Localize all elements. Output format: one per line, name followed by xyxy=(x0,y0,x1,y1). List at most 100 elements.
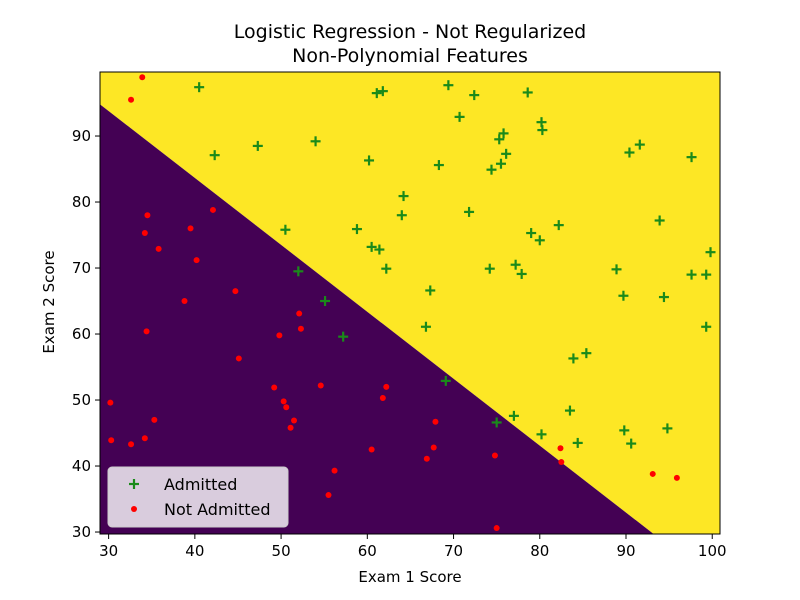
admitted-point xyxy=(366,241,377,252)
plot-area xyxy=(99,71,721,535)
admitted-point xyxy=(495,158,506,169)
not-admitted-point xyxy=(151,416,158,423)
admitted-point xyxy=(686,152,697,163)
admitted-point xyxy=(568,353,579,364)
x-tick-label: 100 xyxy=(698,542,727,560)
not-admitted-point xyxy=(283,404,290,411)
admitted-point xyxy=(252,140,263,151)
not-admitted-point xyxy=(491,452,498,459)
not-admitted-point xyxy=(141,435,148,442)
admitted-point xyxy=(654,215,665,226)
admitted-point xyxy=(440,375,451,386)
y-tick-label: 40 xyxy=(72,457,91,475)
not-admitted-region xyxy=(100,104,654,534)
admitted-point xyxy=(371,88,382,99)
x-axis-label: Exam 1 Score xyxy=(358,568,461,586)
not-admitted-point xyxy=(649,470,656,477)
x-tick-label: 40 xyxy=(185,542,204,560)
admitted-point xyxy=(686,269,697,280)
y-tick-label: 30 xyxy=(72,523,91,541)
not-admitted-point xyxy=(383,383,390,390)
legend-admitted-label: Admitted xyxy=(164,475,237,494)
admitted-point xyxy=(624,147,635,158)
not-admitted-point xyxy=(144,212,151,219)
y-axis: 30 40 50 60 70 80 90 xyxy=(72,127,100,541)
admitted-point xyxy=(516,268,527,279)
not-admitted-point xyxy=(557,445,564,452)
not-admitted-point xyxy=(155,245,162,252)
not-admitted-point xyxy=(209,206,216,213)
not-admitted-point xyxy=(432,418,439,425)
admitted-point xyxy=(494,134,505,145)
admitted-point xyxy=(374,244,385,255)
admitted-point xyxy=(611,264,622,275)
not-admitted-point xyxy=(430,444,437,451)
admitted-point xyxy=(351,224,362,235)
y-tick-label: 50 xyxy=(72,391,91,409)
admitted-point xyxy=(553,220,564,231)
not-admitted-point xyxy=(493,525,500,532)
not-admitted-point xyxy=(193,257,200,264)
admitted-point xyxy=(209,150,220,161)
not-admitted-point xyxy=(128,441,135,448)
admitted-point xyxy=(194,82,205,93)
legend: Admitted Not Admitted xyxy=(107,466,289,528)
legend-plus-icon xyxy=(129,479,139,489)
not-admitted-point xyxy=(287,424,294,431)
x-tick-label: 30 xyxy=(99,542,118,560)
admitted-point xyxy=(534,235,545,246)
not-admitted-point xyxy=(108,437,115,444)
admitted-point xyxy=(310,136,321,147)
x-axis: 30 40 50 60 70 80 90 100 xyxy=(99,534,727,560)
x-tick-label: 80 xyxy=(530,542,549,560)
not-admitted-point xyxy=(558,459,565,466)
admitted-point xyxy=(293,266,304,277)
not-admitted-point xyxy=(379,395,386,402)
not-admitted-point xyxy=(331,467,338,474)
admitted-point xyxy=(320,296,331,307)
not-admitted-point xyxy=(139,74,146,81)
admitted-point xyxy=(526,228,537,239)
not-admitted-point xyxy=(291,417,298,424)
admitted-point xyxy=(396,210,407,221)
not-admitted-point xyxy=(280,398,287,405)
admitted-point xyxy=(338,331,349,342)
legend-dot-icon xyxy=(131,506,137,512)
admitted-point xyxy=(443,80,454,91)
not-admitted-point xyxy=(325,492,332,499)
admitted-point xyxy=(484,263,495,274)
legend-not-admitted-marker xyxy=(131,506,137,512)
not-admitted-point xyxy=(107,399,114,406)
x-tick-label: 60 xyxy=(358,542,377,560)
chart-title-line-1: Logistic Regression - Not Regularized xyxy=(234,21,586,43)
admitted-point xyxy=(662,423,673,434)
admitted-point xyxy=(398,191,409,202)
admitted-point xyxy=(377,86,388,97)
admitted-point xyxy=(364,155,375,166)
not-admitted-point xyxy=(143,328,150,335)
admitted-point xyxy=(564,405,575,416)
admitted-point xyxy=(454,111,465,122)
admitted-point xyxy=(469,90,480,101)
admitted-point xyxy=(522,87,533,98)
legend-admitted-marker xyxy=(129,479,139,489)
chart-title-line-2: Non-Polynomial Features xyxy=(292,45,528,67)
admitted-point xyxy=(464,206,475,217)
data-points xyxy=(107,74,716,532)
not-admitted-point xyxy=(317,382,324,389)
not-admitted-point xyxy=(271,384,278,391)
not-admitted-point xyxy=(141,230,148,237)
admitted-point xyxy=(626,438,637,449)
not-admitted-point xyxy=(276,332,283,339)
admitted-point xyxy=(618,290,629,301)
admitted-point xyxy=(572,437,583,448)
admitted-point xyxy=(420,321,431,332)
admitted-point xyxy=(536,429,547,440)
admitted-point xyxy=(701,321,712,332)
admitted-point xyxy=(486,164,497,175)
admitted-point xyxy=(701,269,712,280)
y-tick-label: 60 xyxy=(72,325,91,343)
admitted-point xyxy=(280,224,291,235)
admitted-point xyxy=(508,410,519,421)
